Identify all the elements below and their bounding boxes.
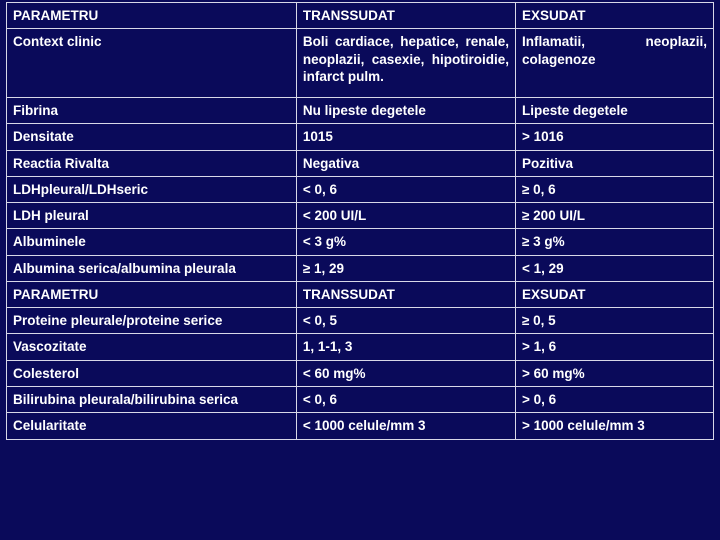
table-cell: Bilirubina pleurala/bilirubina serica (7, 386, 297, 412)
table-header-row: PARAMETRUTRANSSUDATEXSUDAT (7, 3, 714, 29)
table-row: Proteine pleurale/proteine serice< 0, 5≥… (7, 308, 714, 334)
table-row: Reactia RivaltaNegativaPozitiva (7, 150, 714, 176)
table-cell: < 0, 5 (296, 308, 515, 334)
table-cell: < 3 g% (296, 229, 515, 255)
table-cell: < 0, 6 (296, 386, 515, 412)
table-cell: > 1016 (516, 124, 714, 150)
table-row: Colesterol< 60 mg%> 60 mg% (7, 360, 714, 386)
table-cell: Colesterol (7, 360, 297, 386)
header-cell: TRANSSUDAT (296, 3, 515, 29)
table-cell: < 1000 celule/mm 3 (296, 413, 515, 439)
table-row: Albumina serica/albumina pleurala≥ 1, 29… (7, 255, 714, 281)
table-cell: < 200 UI/L (296, 203, 515, 229)
table-row: LDH pleural< 200 UI/L≥ 200 UI/L (7, 203, 714, 229)
table-cell: Fibrina (7, 98, 297, 124)
table-cell: LDH pleural (7, 203, 297, 229)
table-row: Albuminele< 3 g%≥ 3 g% (7, 229, 714, 255)
table-cell: > 1000 celule/mm 3 (516, 413, 714, 439)
table-row: Vascozitate1, 1-1, 3> 1, 6 (7, 334, 714, 360)
table-row: LDHpleural/LDHseric< 0, 6≥ 0, 6 (7, 176, 714, 202)
table-cell: ≥ 0, 5 (516, 308, 714, 334)
table-cell: Nu lipeste degetele (296, 98, 515, 124)
table-row: Bilirubina pleurala/bilirubina serica< 0… (7, 386, 714, 412)
header-cell: EXSUDAT (516, 3, 714, 29)
table-cell: Celularitate (7, 413, 297, 439)
table-row: Context clinicBoli cardiace, hepatice, r… (7, 29, 714, 98)
table-cell: 1, 1-1, 3 (296, 334, 515, 360)
table-cell: Densitate (7, 124, 297, 150)
table-cell: Proteine pleurale/proteine serice (7, 308, 297, 334)
table-cell: ≥ 3 g% (516, 229, 714, 255)
table-cell: < 60 mg% (296, 360, 515, 386)
table-header-row: PARAMETRUTRANSSUDATEXSUDAT (7, 281, 714, 307)
table-cell: Context clinic (7, 29, 297, 98)
table-cell: > 1, 6 (516, 334, 714, 360)
table-cell: > 60 mg% (516, 360, 714, 386)
table-cell: < 1, 29 (516, 255, 714, 281)
header-cell: PARAMETRU (7, 3, 297, 29)
header-cell: PARAMETRU (7, 281, 297, 307)
table-cell: Albuminele (7, 229, 297, 255)
table-cell: 1015 (296, 124, 515, 150)
header-cell: TRANSSUDAT (296, 281, 515, 307)
slide-container: PARAMETRUTRANSSUDATEXSUDATContext clinic… (0, 0, 720, 540)
table-cell: Boli cardiace, hepatice, renale, neoplaz… (296, 29, 515, 98)
table-cell: Negativa (296, 150, 515, 176)
header-cell: EXSUDAT (516, 281, 714, 307)
table-cell: < 0, 6 (296, 176, 515, 202)
table-cell: Lipeste degetele (516, 98, 714, 124)
table-cell: Albumina serica/albumina pleurala (7, 255, 297, 281)
comparison-table: PARAMETRUTRANSSUDATEXSUDATContext clinic… (6, 2, 714, 440)
table-cell: Vascozitate (7, 334, 297, 360)
table-row: Celularitate< 1000 celule/mm 3> 1000 cel… (7, 413, 714, 439)
table-row: Densitate1015> 1016 (7, 124, 714, 150)
table-cell: ≥ 1, 29 (296, 255, 515, 281)
table-cell: Reactia Rivalta (7, 150, 297, 176)
table-cell: LDHpleural/LDHseric (7, 176, 297, 202)
table-cell: > 0, 6 (516, 386, 714, 412)
table-cell: ≥ 200 UI/L (516, 203, 714, 229)
table-row: FibrinaNu lipeste degeteleLipeste degete… (7, 98, 714, 124)
table-cell: Inflamatii, neoplazii, colagenoze (516, 29, 714, 98)
table-cell: Pozitiva (516, 150, 714, 176)
table-cell: ≥ 0, 6 (516, 176, 714, 202)
